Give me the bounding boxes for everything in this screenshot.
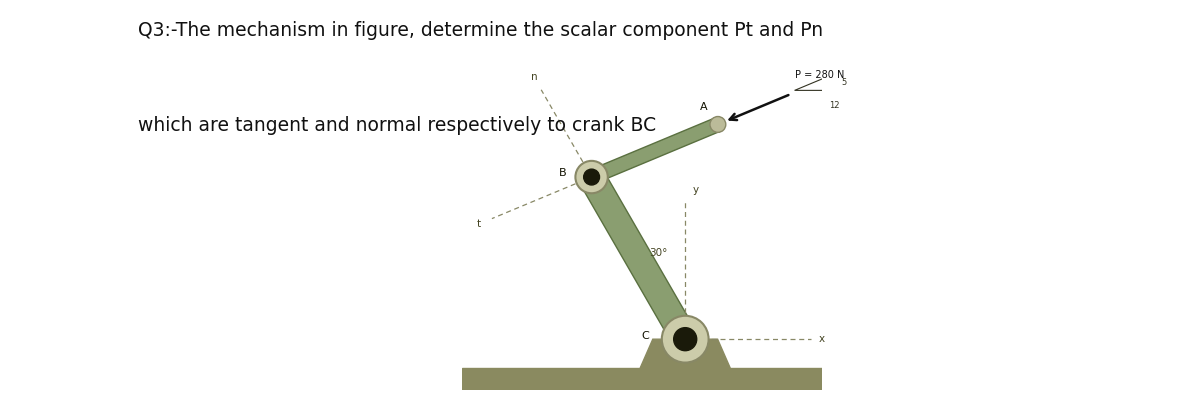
Circle shape (662, 316, 708, 363)
Text: A: A (700, 102, 707, 112)
Text: P = 280 N: P = 280 N (794, 70, 844, 80)
Text: C: C (642, 331, 649, 341)
Polygon shape (641, 339, 730, 368)
Circle shape (576, 161, 608, 193)
Text: Q3:-The mechanism in figure, determine the scalar component Pt and Pn: Q3:-The mechanism in figure, determine t… (138, 21, 823, 40)
Polygon shape (589, 118, 721, 184)
Text: 5: 5 (841, 78, 847, 87)
Text: 30°: 30° (649, 248, 667, 258)
Bar (462, 368, 822, 390)
Polygon shape (580, 170, 697, 346)
Circle shape (583, 169, 600, 185)
Text: which are tangent and normal respectively to crank BC: which are tangent and normal respectivel… (138, 116, 656, 135)
Text: 12: 12 (829, 101, 840, 110)
Text: B: B (559, 168, 566, 178)
Circle shape (673, 328, 697, 351)
Text: y: y (692, 185, 698, 195)
Circle shape (710, 117, 726, 132)
Text: x: x (818, 334, 824, 344)
Text: n: n (530, 72, 538, 82)
Text: t: t (476, 219, 481, 229)
